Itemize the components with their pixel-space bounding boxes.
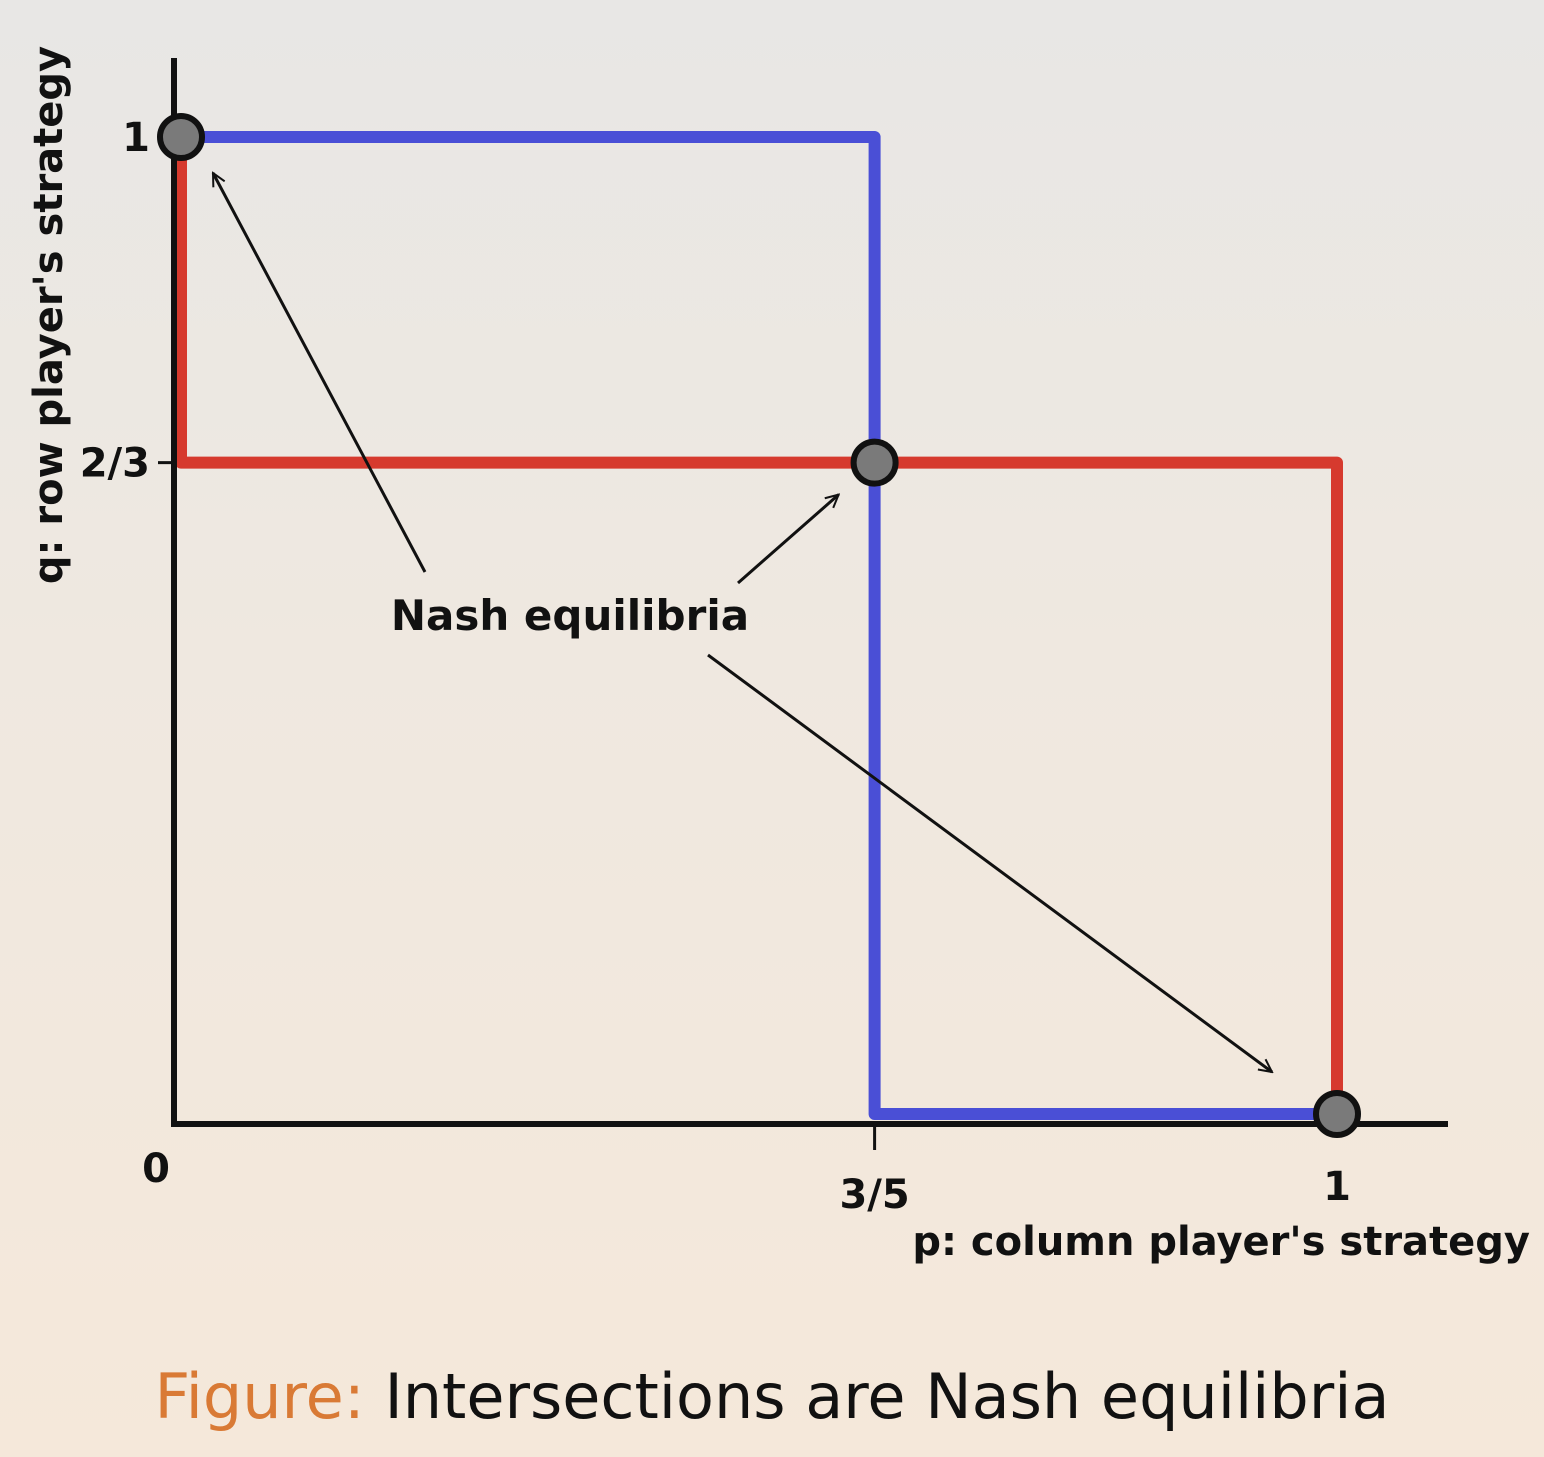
series-line-2 [175, 131, 1343, 1120]
equilibrium-point [850, 438, 899, 487]
x-axis-label: p: column player's strategy [912, 1219, 1530, 1265]
caption-text: Intersections are Nash equilibria [384, 1360, 1390, 1433]
series-line-1 [175, 131, 1343, 1120]
best-response-chart: 2/3 1 3/5 1 0 p: column player's strategy q: r… [26, 46, 1530, 1265]
annotation-label: Nash equilibria [391, 591, 749, 640]
caption-prefix: Figure: [154, 1360, 365, 1433]
y-tick-label: 1 [122, 115, 150, 161]
equilibrium-point [1313, 1090, 1361, 1138]
annotation-arrow [211, 173, 427, 573]
annotation-arrow [737, 495, 839, 585]
annotation-arrow [707, 653, 1272, 1072]
y-axis-label: q: row player's strategy [26, 46, 72, 584]
x-tick-label: 1 [1323, 1164, 1351, 1210]
equilibrium-point [157, 113, 205, 161]
origin-label: 0 [142, 1146, 170, 1192]
y-tick-label: 2/3 [80, 441, 150, 487]
figure-caption: Figure: Intersections are Nash equilibri… [0, 1360, 1544, 1433]
x-tick-label: 3/5 [839, 1172, 909, 1218]
